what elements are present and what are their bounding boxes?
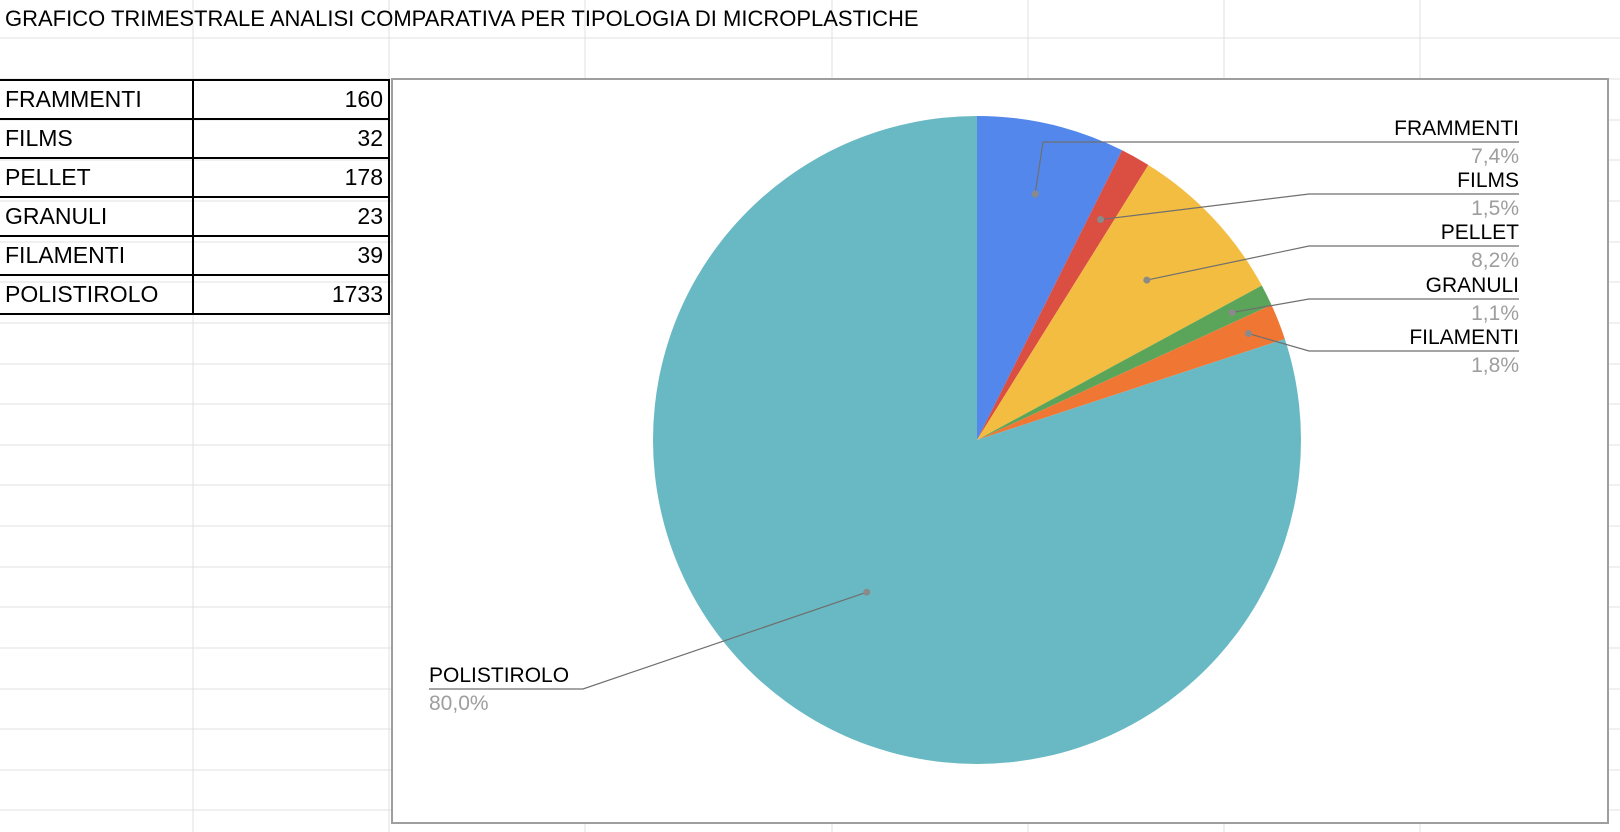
slice-label: PELLET: [1441, 221, 1519, 244]
slice-percent-label: 80,0%: [429, 692, 489, 715]
sheet-title: GRAFICO TRIMESTRALE ANALISI COMPARATIVA …: [5, 6, 919, 31]
leader-line: [1248, 332, 1519, 352]
slice-percent-label: 1,5%: [1471, 197, 1519, 220]
slice-label: FRAMMENTI: [1394, 117, 1519, 140]
row-value[interactable]: 32: [192, 118, 390, 159]
leader-line: [1100, 193, 1519, 221]
pie-slice-polistirolo[interactable]: [653, 116, 1301, 765]
table-row: FRAMMENTI 160: [0, 79, 390, 120]
row-value[interactable]: 1733: [192, 274, 390, 315]
row-value[interactable]: 178: [192, 157, 390, 198]
pie-slice-pellet[interactable]: [977, 165, 1262, 441]
leader-dot: [1097, 216, 1105, 224]
slice-label: POLISTIROLO: [429, 664, 569, 687]
row-label[interactable]: FILMS: [0, 118, 194, 159]
leader-dot: [863, 588, 871, 596]
table-row: FILMS 32: [0, 118, 390, 159]
row-label[interactable]: POLISTIROLO: [0, 274, 194, 315]
slice-percent-label: 7,4%: [1471, 145, 1519, 168]
pie-slice-granuli[interactable]: [977, 285, 1272, 440]
row-label[interactable]: FILAMENTI: [0, 235, 194, 276]
row-label[interactable]: GRANULI: [0, 196, 194, 237]
slice-percent-label: 1,1%: [1471, 302, 1519, 325]
pie-slice-frammenti[interactable]: [977, 116, 1123, 440]
table-row: PELLET 178: [0, 157, 390, 198]
leader-line: [1146, 245, 1519, 281]
row-value[interactable]: 39: [192, 235, 390, 276]
leader-dot: [1244, 330, 1252, 338]
table-row: POLISTIROLO 1733: [0, 274, 390, 315]
table-row: GRANULI 23: [0, 196, 390, 237]
row-label[interactable]: FRAMMENTI: [0, 79, 194, 120]
row-value[interactable]: 23: [192, 196, 390, 237]
slice-label: FILAMENTI: [1409, 326, 1519, 349]
pie-slice-filamenti[interactable]: [977, 304, 1285, 440]
leader-line: [1231, 298, 1519, 314]
leader-line: [1034, 141, 1519, 195]
table-row: FILAMENTI 39: [0, 235, 390, 276]
slice-label: GRANULI: [1426, 274, 1519, 297]
leader-line: [429, 591, 867, 690]
slice-percent-label: 8,2%: [1471, 249, 1519, 272]
pie-chart-svg: FRAMMENTI 7,4%FILMS 1,5%PELLET 8,2%GRANULI 1…: [429, 116, 1519, 765]
row-label[interactable]: PELLET: [0, 157, 194, 198]
slice-label: FILMS: [1457, 169, 1519, 192]
data-table: FRAMMENTI 160 FILMS 32 PELLET 178 GRANUL…: [0, 79, 390, 315]
pie-chart[interactable]: FRAMMENTI 7,4% FILMS 1,5% PELLET 8,2% GRANULI 1…: [391, 78, 1609, 824]
leader-dot: [1228, 308, 1236, 316]
leader-dot: [1031, 190, 1039, 198]
slice-percent-label: 1,8%: [1471, 354, 1519, 377]
leader-dot: [1143, 276, 1151, 284]
pie-slice-films[interactable]: [977, 150, 1149, 440]
row-value[interactable]: 160: [192, 79, 390, 120]
